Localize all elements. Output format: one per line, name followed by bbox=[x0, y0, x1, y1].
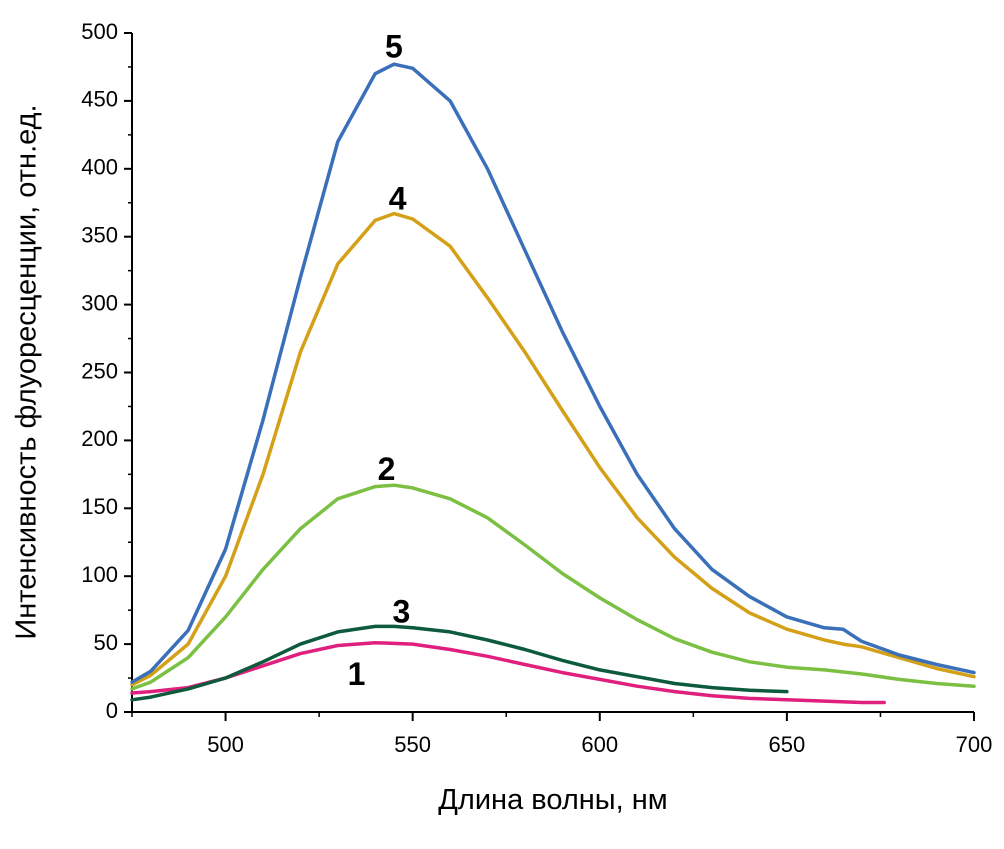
x-axis-title: Длина волны, нм bbox=[438, 784, 667, 816]
series-line-3 bbox=[130, 624, 789, 702]
y-tick-label: 50 bbox=[94, 630, 118, 655]
x-tick-label: 500 bbox=[207, 732, 244, 757]
x-tick-label: 600 bbox=[581, 732, 618, 757]
curve-labels: 1 2 3 4 5 bbox=[348, 28, 411, 691]
y-tick-label: 100 bbox=[81, 562, 118, 587]
y-tick-label: 450 bbox=[81, 87, 118, 112]
y-tick-label: 0 bbox=[106, 698, 118, 723]
series-label-2: 2 bbox=[378, 451, 396, 487]
series-label-1: 1 bbox=[348, 656, 366, 692]
y-tick-label: 350 bbox=[81, 223, 118, 248]
y-tick-label: 200 bbox=[81, 426, 118, 451]
y-tick-label: 500 bbox=[81, 19, 118, 44]
series-line-5 bbox=[130, 62, 976, 684]
y-tick-label: 400 bbox=[81, 155, 118, 180]
axes bbox=[131, 33, 974, 713]
series-line-1 bbox=[130, 640, 886, 705]
series-line-4 bbox=[130, 211, 976, 687]
curves bbox=[130, 62, 976, 705]
series-label-5: 5 bbox=[385, 28, 403, 64]
series-label-4: 4 bbox=[389, 181, 407, 217]
x-tick-label: 700 bbox=[956, 732, 993, 757]
x-tick-label: 650 bbox=[769, 732, 806, 757]
ticks: 0 50 100 150 200 250 300 350 400 450 500 500 550 600 6… bbox=[81, 19, 992, 757]
y-tick-label: 150 bbox=[81, 494, 118, 519]
y-tick-label: 250 bbox=[81, 358, 118, 383]
series-label-3: 3 bbox=[393, 593, 411, 629]
x-tick-label: 550 bbox=[394, 732, 431, 757]
y-tick-label: 300 bbox=[81, 290, 118, 315]
y-axis-title: Интенсивность флуоресценции, отн.ед. bbox=[11, 104, 43, 639]
series-line-2 bbox=[130, 483, 976, 691]
